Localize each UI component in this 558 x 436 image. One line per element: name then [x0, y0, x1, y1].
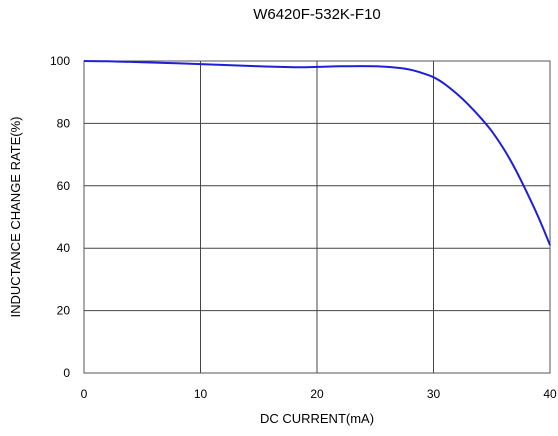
- x-axis-label: DC CURRENT(mA): [260, 411, 374, 426]
- y-tick-label: 60: [57, 179, 71, 193]
- y-tick-label: 100: [50, 54, 70, 68]
- x-tick-label: 10: [194, 387, 208, 401]
- y-tick-label: 20: [57, 304, 71, 318]
- series-line: [83, 60, 551, 246]
- chart-title: W6420F-532K-F10: [253, 6, 381, 23]
- y-tick-label: 40: [57, 241, 71, 255]
- y-axis-label: INDUCTANCE CHANGE RATE(%): [8, 116, 23, 317]
- plot-frame: [83, 60, 551, 374]
- series-layer: [83, 60, 551, 246]
- x-tick-label: 0: [81, 387, 88, 401]
- tick-labels: 0 10 20 30 40 0 20 40 60 80 100: [50, 54, 557, 401]
- grid: [83, 60, 551, 374]
- x-tick-label: 40: [543, 387, 557, 401]
- x-tick-label: 30: [427, 387, 441, 401]
- x-tick-label: 20: [310, 387, 324, 401]
- y-tick-label: 80: [57, 116, 71, 130]
- y-tick-label: 0: [63, 366, 70, 380]
